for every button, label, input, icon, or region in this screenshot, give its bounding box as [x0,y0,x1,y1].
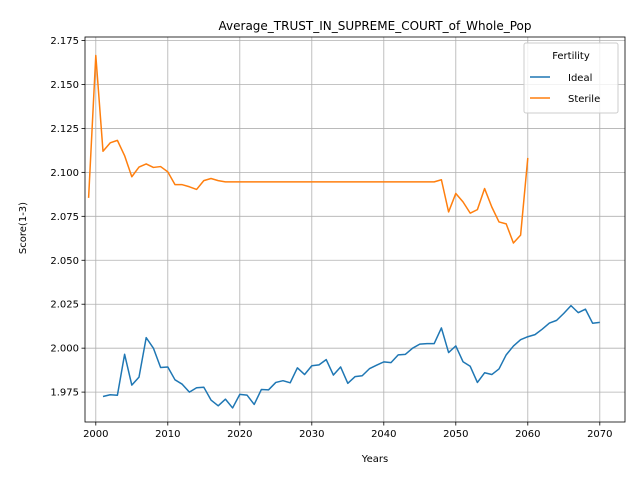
chart-title: Average_TRUST_IN_SUPREME_COURT_of_Whole_… [219,19,532,33]
legend-title: Fertility [552,51,590,62]
x-tick-label: 2050 [443,429,468,440]
x-tick-label: 2040 [371,429,396,440]
series-line-sterile [87,54,529,244]
y-tick-label: 2.050 [50,256,79,267]
legend: Fertility Ideal Sterile [523,42,619,114]
y-tick-label: 2.000 [50,344,79,355]
legend-label-sterile: Sterile [568,94,600,105]
x-axis-label: Years [361,454,388,465]
x-tick-label: 2000 [83,429,108,440]
y-tick-label: 2.025 [50,300,79,311]
x-tick-label: 2010 [155,429,180,440]
y-tick-label: 2.150 [50,80,79,91]
y-tick-label: 2.075 [50,212,79,223]
y-axis-ticks: 1.975 2.000 2.025 2.050 2.075 2.100 2.125 2.150… [50,36,85,399]
y-tick-label: 1.975 [50,388,79,399]
legend-box [523,42,619,114]
x-axis-ticks: 2000 2010 2020 2030 2040 2050 2060 2070 [83,422,613,440]
y-tick-label: 2.125 [50,124,79,135]
plot-frame [84,36,626,423]
y-tick-label: 2.175 [50,36,79,47]
x-tick-label: 2060 [515,429,540,440]
y-gridlines [85,40,625,393]
series-line-ideal [102,304,600,409]
series-layer [87,54,600,409]
y-axis-label: Score(1-3) [18,202,29,254]
x-tick-label: 2020 [227,429,252,440]
x-tick-label: 2070 [587,429,612,440]
y-tick-label: 2.100 [50,168,79,179]
legend-label-ideal: Ideal [568,73,592,84]
x-tick-label: 2030 [299,429,324,440]
